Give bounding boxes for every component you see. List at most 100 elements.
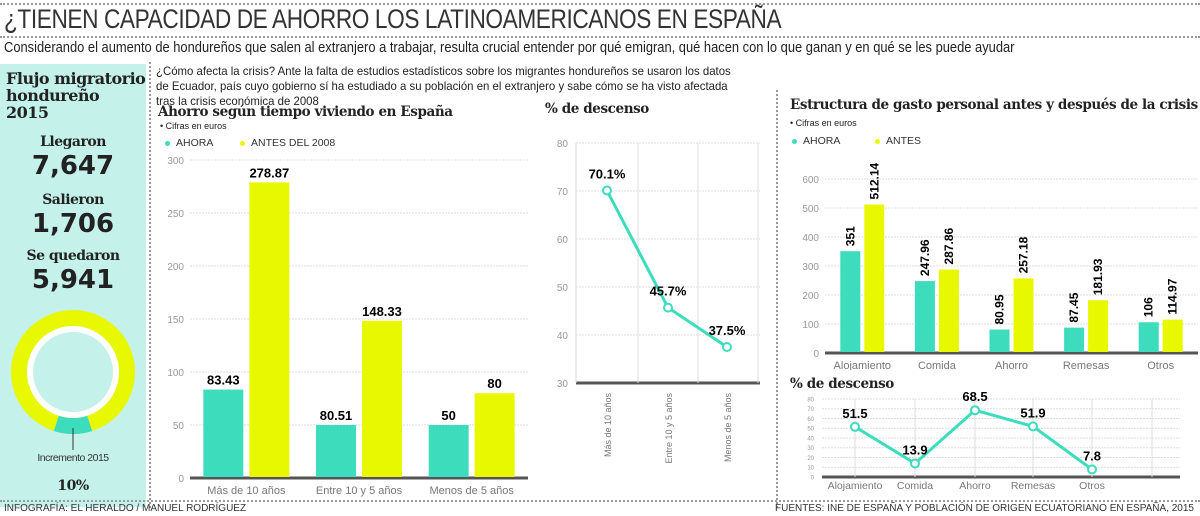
bar-ahora bbox=[316, 425, 356, 477]
y-tick-label: 80 bbox=[807, 397, 814, 403]
y-tick-label: 40 bbox=[557, 331, 569, 342]
data-label: 51.9 bbox=[1020, 405, 1045, 420]
donut-label: Incremento 2015 bbox=[37, 452, 109, 464]
credit: INFOGRAFÍA: EL HERALDO / MANUEL RODRÍGUE… bbox=[4, 503, 247, 514]
x-tick-label: Remesas bbox=[1011, 480, 1055, 492]
x-tick-label: Alojamiento bbox=[828, 480, 883, 492]
savings-chart-title: Ahorro según tiempo viviendo en España bbox=[158, 104, 453, 120]
footer-divider bbox=[0, 500, 1200, 502]
y-tick-label: 200 bbox=[167, 262, 184, 273]
donut-inner-ring bbox=[27, 326, 119, 418]
data-label: 37.5% bbox=[709, 323, 746, 338]
y-tick-label: 20 bbox=[807, 456, 814, 462]
data-label: 87.45 bbox=[1067, 292, 1081, 322]
data-label: 114.97 bbox=[1166, 278, 1180, 314]
donut-increment-segment bbox=[53, 415, 93, 434]
x-tick-label: Entre 10 y 5 años bbox=[316, 485, 403, 497]
y-tick-label: 500 bbox=[802, 204, 819, 215]
spending-chart-title: Estructura de gasto personal antes y des… bbox=[790, 97, 1198, 113]
data-label: 181.93 bbox=[1091, 258, 1105, 295]
data-label: 50 bbox=[441, 408, 455, 423]
y-tick-label: 70 bbox=[807, 407, 814, 413]
y-tick-label: 50 bbox=[173, 421, 185, 432]
data-label: 51.5 bbox=[842, 406, 867, 421]
data-label: 106 bbox=[1142, 297, 1156, 317]
x-tick-label: Alojamiento bbox=[834, 360, 891, 370]
x-tick-label: Menos de 5 años bbox=[429, 485, 514, 497]
bar-antes bbox=[1088, 300, 1109, 352]
stat-value: 5,941 bbox=[31, 265, 115, 295]
data-label: 80.95 bbox=[993, 294, 1007, 324]
y-tick-label: 600 bbox=[802, 175, 819, 186]
legend-swatch bbox=[165, 140, 170, 146]
x-tick-label: Ahorro bbox=[959, 480, 991, 492]
y-tick-label: 60 bbox=[807, 417, 814, 423]
panel-title: Flujo migratorio hondureño 2015 bbox=[6, 69, 146, 122]
y-tick-label: 50 bbox=[557, 283, 569, 294]
series-line bbox=[854, 408, 1093, 471]
legend-swatch bbox=[875, 138, 880, 144]
y-tick-label: 30 bbox=[557, 379, 569, 390]
data-label: 7.8 bbox=[1083, 448, 1101, 463]
y-tick-label: 0 bbox=[178, 474, 184, 485]
bar-antes bbox=[864, 204, 885, 352]
y-tick-label: 300 bbox=[167, 156, 184, 167]
spending-decline-line-chart: 0 10 20 30 40 50 60 70 80 51.5 Alojamiento 13.9 Comi… bbox=[807, 389, 1180, 492]
x-tick-label: Menos de 5 años bbox=[723, 393, 733, 463]
data-point bbox=[970, 405, 980, 416]
data-point bbox=[1028, 421, 1038, 432]
bar-antes bbox=[1013, 278, 1034, 352]
data-label: 287.86 bbox=[942, 227, 956, 264]
x-tick-label: Otros bbox=[1079, 480, 1105, 492]
y-tick-label: 30 bbox=[807, 446, 814, 452]
page-title: ¿TIENEN CAPACIDAD DE AHORRO LOS LATINOAM… bbox=[4, 4, 782, 34]
data-label: 83.43 bbox=[207, 373, 240, 388]
savings-bar-chart: 0 50 100 150 200 250 300 Más de 10 años 83.43 278… bbox=[167, 156, 528, 497]
legend-swatch bbox=[792, 138, 797, 144]
legend-antes: ANTES bbox=[875, 135, 921, 147]
y-tick-label: 100 bbox=[167, 368, 184, 379]
data-point bbox=[602, 185, 612, 196]
x-tick-label: Comida bbox=[897, 480, 933, 492]
y-tick-label: 100 bbox=[802, 320, 819, 331]
legend-ahora: AHORA bbox=[165, 137, 213, 149]
sources: FUENTES: INE DE ESPAÑA Y POBLACIÓN DE OR… bbox=[774, 503, 1194, 514]
x-tick-label: Más de 10 años bbox=[603, 393, 613, 458]
y-tick-label: 50 bbox=[807, 427, 814, 433]
units-note: • Cifras en euros bbox=[160, 121, 227, 131]
y-tick-label: 200 bbox=[802, 291, 819, 302]
y-tick-label: 150 bbox=[167, 315, 184, 326]
legend-ahora: AHORA bbox=[792, 135, 840, 147]
data-label: 70.1% bbox=[589, 167, 626, 182]
data-label: 351 bbox=[843, 226, 857, 246]
y-tick-label: 400 bbox=[802, 233, 819, 244]
legend-swatch bbox=[240, 140, 245, 146]
y-tick-label: 300 bbox=[802, 262, 819, 273]
stat-label: Llegaron bbox=[40, 134, 106, 150]
bar-antes bbox=[938, 269, 959, 352]
data-label: 257.18 bbox=[1017, 236, 1031, 273]
stat-label: Se quedaron bbox=[26, 248, 120, 264]
bar-ahora bbox=[428, 425, 469, 477]
legend-label: ANTES DEL 2008 bbox=[251, 137, 336, 149]
y-tick-label: 0 bbox=[811, 475, 815, 481]
subtitle: Considerando el aumento de hondureños qu… bbox=[4, 39, 1015, 56]
data-label: 278.87 bbox=[249, 165, 289, 180]
bar-ahora bbox=[914, 281, 935, 352]
x-tick-label: Comida bbox=[918, 360, 957, 370]
legend-antes: ANTES DEL 2008 bbox=[240, 137, 335, 149]
y-tick-label: 250 bbox=[167, 209, 184, 220]
data-label: 148.33 bbox=[362, 304, 402, 319]
data-label: 68.5 bbox=[962, 389, 987, 404]
stat-label: Salieron bbox=[42, 192, 104, 208]
intro-text: ¿Cómo afecta la crisis? Ante la falta de… bbox=[156, 64, 731, 108]
y-tick-label: 40 bbox=[807, 436, 814, 442]
decline-chart-title: % de descenso bbox=[545, 101, 649, 117]
spending-bar-chart: 0 100 200 300 400 500 600 Alojamiento 351 512.14 C… bbox=[802, 162, 1198, 370]
y-tick-label: 80 bbox=[557, 139, 569, 150]
decline-line-chart: 30 40 50 60 70 80 70.1% Más de 10 años 45.7% Entr… bbox=[557, 139, 760, 464]
x-tick-label: Ahorro bbox=[995, 360, 1028, 370]
data-point bbox=[1087, 464, 1097, 475]
x-tick-label: Más de 10 años bbox=[207, 485, 286, 497]
data-point bbox=[910, 458, 920, 469]
